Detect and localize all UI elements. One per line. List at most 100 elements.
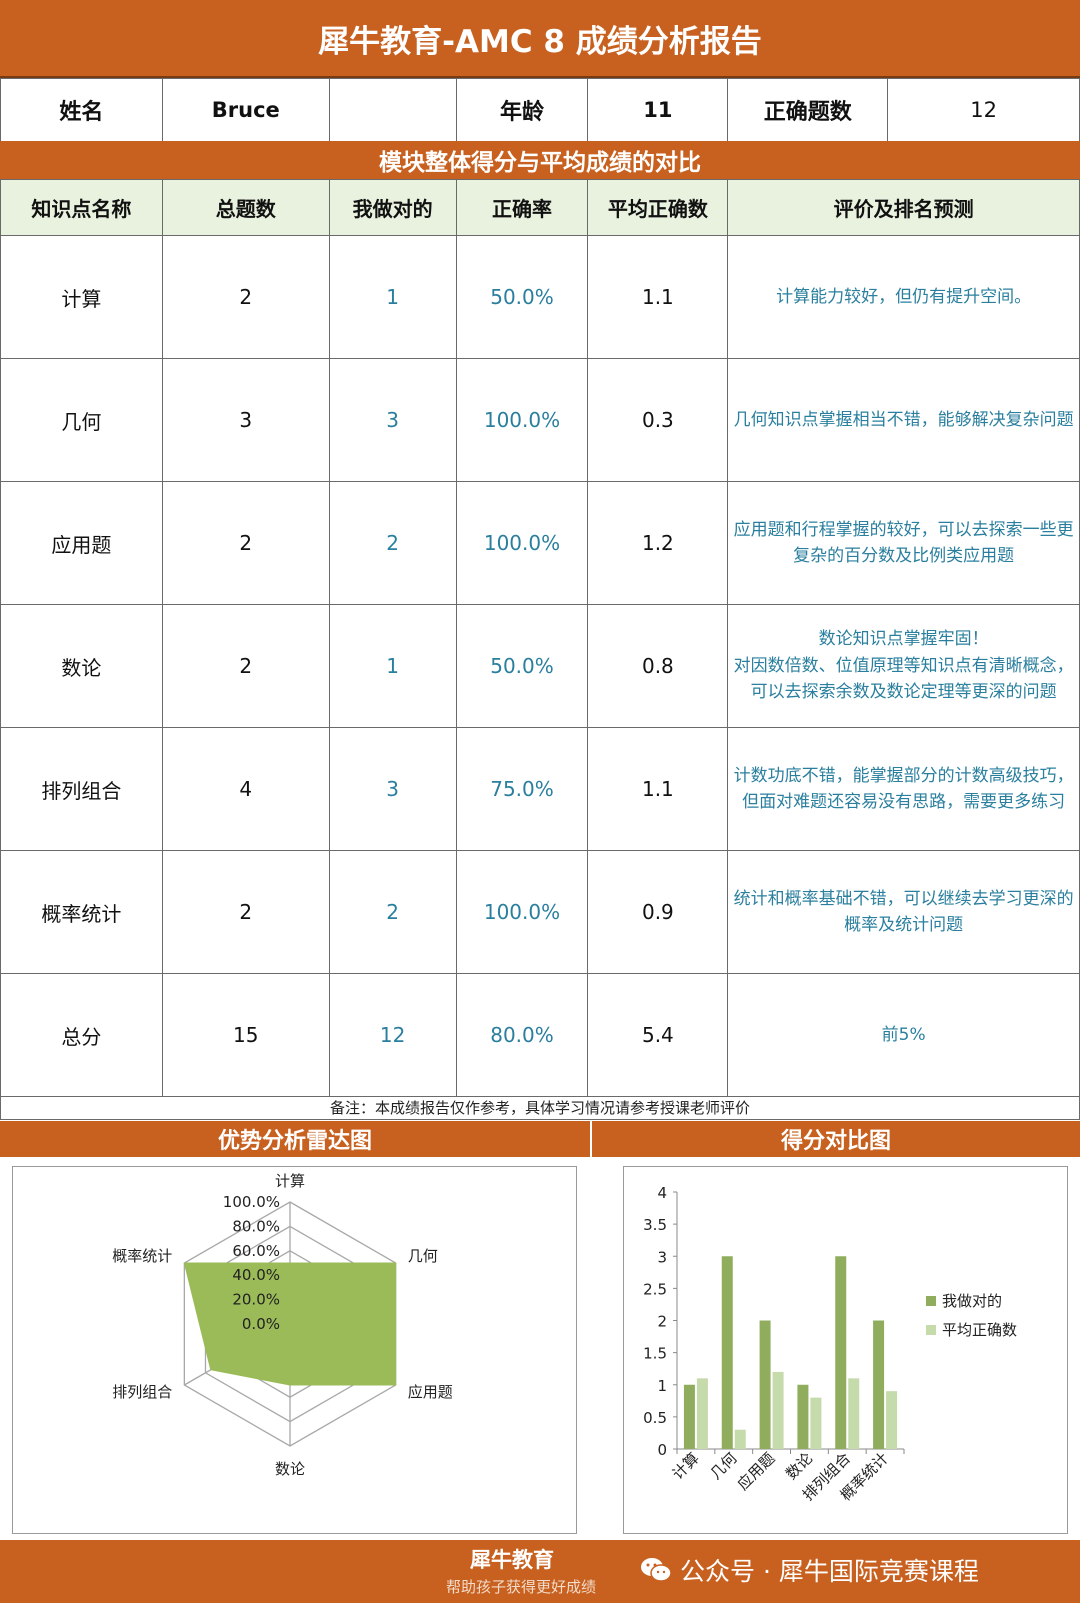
bar-average xyxy=(734,1429,746,1449)
legend-label: 我做对的 xyxy=(942,1292,1002,1310)
correct-rate: 50.0% xyxy=(455,604,589,728)
correct-rate: 75.0% xyxy=(455,727,589,851)
bar-my-correct xyxy=(873,1320,885,1449)
col-header-comment: 评价及排名预测 xyxy=(727,179,1080,236)
correct-rate: 100.0% xyxy=(455,850,589,974)
bar-my-correct xyxy=(683,1384,695,1449)
radar-category-label: 概率统计 xyxy=(112,1247,172,1265)
col-header-correct: 我做对的 xyxy=(328,179,457,236)
module-score-table: 知识点名称 总题数 我做对的 正确率 平均正确数 评价及排名预测 计算 2 1 50.… xyxy=(0,179,1080,1097)
radar-category-label: 排列组合 xyxy=(112,1383,172,1401)
report-title: 犀牛教育-AMC 8 成绩分析报告 xyxy=(0,0,1080,78)
bar-chart-panel: 0 0.5 1 1.5 2 2.5 3 3.5 4 计算 几何 应用题 数论 排列组合 概率统计 我做对的 平均… xyxy=(623,1166,1068,1534)
radar-scale-label: 100.0% xyxy=(223,1193,280,1211)
bar-average xyxy=(772,1371,784,1449)
wechat-icon xyxy=(641,1558,672,1582)
footnote: 备注：本成绩报告仅作参考，具体学习情况请参考授课老师评价 xyxy=(0,1096,1080,1120)
module-name: 计算 xyxy=(0,235,163,359)
correct-count: 1 xyxy=(328,235,457,359)
footer-slogan: 帮助孩子获得更好成绩 xyxy=(446,1578,597,1596)
correct-count: 1 xyxy=(328,604,457,728)
legend-swatch xyxy=(926,1325,936,1335)
module-name: 概率统计 xyxy=(0,850,163,974)
average-correct: 0.3 xyxy=(587,358,729,482)
y-tick-label: 1.5 xyxy=(643,1345,667,1363)
col-header-total: 总题数 xyxy=(161,179,330,236)
correct-count: 3 xyxy=(328,727,457,851)
table-row: 数论 2 1 50.0% 0.8 数论知识点掌握牢固！ 对因数倍数、位值原理等知识点有清晰… xyxy=(0,604,1080,728)
name-value: Bruce xyxy=(161,78,330,142)
average-correct: 0.9 xyxy=(587,850,729,974)
module-name: 排列组合 xyxy=(0,727,163,851)
module-name: 总分 xyxy=(0,973,163,1097)
bar-my-correct xyxy=(721,1256,733,1449)
radar-category-label: 几何 xyxy=(408,1247,438,1265)
correct-rate: 80.0% xyxy=(455,973,589,1097)
correct-count: 12 xyxy=(328,973,457,1097)
footer-brand: 犀牛教育 xyxy=(470,1548,554,1572)
bar-average xyxy=(848,1378,860,1449)
age-label: 年龄 xyxy=(455,78,589,142)
wechat-account[interactable]: 公众号 · 犀牛国际竞赛课程 xyxy=(640,1552,979,1588)
total-count: 4 xyxy=(161,727,330,851)
y-tick-label: 0 xyxy=(657,1441,667,1459)
correct-count-label: 正确题数 xyxy=(727,78,889,142)
average-correct: 1.2 xyxy=(587,481,729,605)
correct-count: 2 xyxy=(328,481,457,605)
y-tick-label: 2.5 xyxy=(643,1280,667,1298)
y-tick-label: 4 xyxy=(657,1184,667,1202)
table-row: 应用题 2 2 100.0% 1.2 应用题和行程掌握的较好，可以去探索一些更复杂的百分数… xyxy=(0,481,1080,605)
table-row: 概率统计 2 2 100.0% 0.9 统计和概率基础不错，可以继续去学习更深的概率及统计… xyxy=(0,850,1080,974)
total-count: 2 xyxy=(161,604,330,728)
total-count: 2 xyxy=(161,850,330,974)
comment: 几何知识点掌握相当不错，能够解决复杂问题 xyxy=(727,358,1080,482)
radar-chart-panel: 0.0% 20.0% 40.0% 60.0% 80.0% 100.0% 计算 几何 应用题 数论 排… xyxy=(12,1166,577,1534)
y-tick-label: 3 xyxy=(657,1248,667,1266)
radar-scale-label: 60.0% xyxy=(232,1242,280,1260)
bar-average xyxy=(886,1391,898,1449)
legend-swatch xyxy=(926,1296,936,1306)
x-category-label: 计算 xyxy=(669,1449,703,1483)
table-row: 计算 2 1 50.0% 1.1 计算能力较好，但仍有提升空间。 xyxy=(0,235,1080,359)
correct-rate: 100.0% xyxy=(455,481,589,605)
col-header-rate: 正确率 xyxy=(455,179,589,236)
name-label: 姓名 xyxy=(0,78,163,142)
radar-category-label: 应用题 xyxy=(408,1383,453,1401)
bar-average xyxy=(810,1397,822,1449)
legend-label: 平均正确数 xyxy=(942,1321,1017,1339)
empty-cell xyxy=(328,78,457,142)
radar-scale-label: 0.0% xyxy=(242,1315,280,1333)
comment: 应用题和行程掌握的较好，可以去探索一些更复杂的百分数及比例类应用题 xyxy=(727,481,1080,605)
y-tick-label: 0.5 xyxy=(643,1409,667,1427)
total-count: 3 xyxy=(161,358,330,482)
y-tick-label: 3.5 xyxy=(643,1216,667,1234)
table-row: 几何 3 3 100.0% 0.3 几何知识点掌握相当不错，能够解决复杂问题 xyxy=(0,358,1080,482)
correct-count: 3 xyxy=(328,358,457,482)
comment: 统计和概率基础不错，可以继续去学习更深的概率及统计问题 xyxy=(727,850,1080,974)
radar-scale-label: 80.0% xyxy=(232,1217,280,1235)
bar-my-correct xyxy=(835,1256,847,1449)
section-title: 模块整体得分与平均成绩的对比 xyxy=(0,141,1080,179)
table-row: 排列组合 4 3 75.0% 1.1 计数功底不错，能掌握部分的计数高级技巧，但面对难题还… xyxy=(0,727,1080,851)
x-category-label: 应用题 xyxy=(734,1449,779,1494)
footer: 犀牛教育 帮助孩子获得更好成绩 公众号 · 犀牛国际竞赛课程 xyxy=(0,1540,1080,1603)
average-correct: 1.1 xyxy=(587,235,729,359)
correct-rate: 100.0% xyxy=(455,358,589,482)
correct-count: 2 xyxy=(328,850,457,974)
radar-scale-label: 40.0% xyxy=(232,1266,280,1284)
student-info-table: 姓名 Bruce 年龄 11 正确题数 12 xyxy=(0,78,1080,142)
col-header-average: 平均正确数 xyxy=(587,179,729,236)
module-name: 数论 xyxy=(0,604,163,728)
module-name: 应用题 xyxy=(0,481,163,605)
bar-average xyxy=(696,1378,708,1449)
radar-category-label: 计算 xyxy=(275,1172,305,1190)
age-value: 11 xyxy=(587,78,729,142)
radar-category-label: 数论 xyxy=(275,1460,305,1478)
table-header-row: 知识点名称 总题数 我做对的 正确率 平均正确数 评价及排名预测 xyxy=(0,179,1080,236)
total-count: 2 xyxy=(161,481,330,605)
correct-count-value: 12 xyxy=(887,78,1080,142)
table-row: 总分 15 12 80.0% 5.4 前5% xyxy=(0,973,1080,1097)
wechat-text: 公众号 · 犀牛国际竞赛课程 xyxy=(680,1557,979,1586)
